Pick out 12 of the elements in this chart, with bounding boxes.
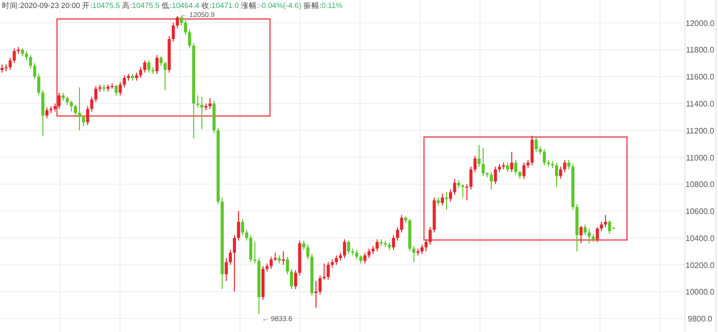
y-tick-label: 9800.0 (688, 314, 713, 324)
y-tick-label: 11200.0 (686, 126, 715, 136)
y-tick-label: 11000.0 (686, 153, 715, 162)
y-tick-label: 10800.0 (686, 180, 716, 190)
y-tick-label: 10400.0 (686, 234, 716, 243)
y-tick-label: 10200.0 (686, 260, 716, 270)
y-tick-label: 12000.0 (686, 18, 716, 28)
y-tick-label: 10000.0 (686, 288, 716, 297)
y-tick-label: 11800.0 (686, 46, 715, 55)
y-tick-label: 10600.0 (686, 207, 716, 216)
y-tick-label: 11600.0 (686, 72, 715, 82)
y-tick-label: 11400.0 (686, 100, 715, 108)
